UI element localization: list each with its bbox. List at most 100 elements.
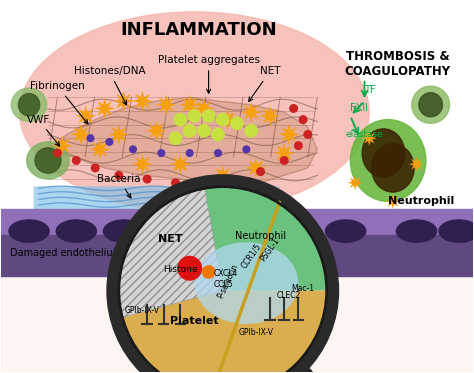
Text: Mac-1: Mac-1 (292, 283, 315, 292)
Circle shape (228, 175, 236, 183)
Polygon shape (246, 157, 266, 178)
Polygon shape (385, 194, 401, 209)
Polygon shape (109, 124, 129, 145)
Polygon shape (52, 135, 73, 156)
Circle shape (188, 110, 201, 122)
Text: CCR1/5: CCR1/5 (239, 242, 263, 270)
Circle shape (73, 157, 80, 164)
Text: PSGL-1: PSGL-1 (259, 236, 282, 263)
Polygon shape (347, 175, 363, 190)
Ellipse shape (372, 144, 414, 192)
Circle shape (200, 179, 208, 186)
Text: P-selectin: P-selectin (216, 263, 239, 300)
Circle shape (183, 125, 196, 137)
Circle shape (106, 139, 113, 145)
Ellipse shape (103, 220, 144, 242)
Ellipse shape (9, 220, 49, 242)
Circle shape (299, 116, 307, 123)
Ellipse shape (35, 148, 61, 173)
Ellipse shape (412, 86, 449, 123)
Ellipse shape (326, 220, 365, 242)
Circle shape (294, 142, 302, 150)
Polygon shape (71, 124, 91, 145)
Polygon shape (409, 157, 424, 172)
Ellipse shape (439, 220, 474, 242)
Ellipse shape (255, 220, 295, 242)
Circle shape (243, 146, 250, 153)
Circle shape (143, 175, 151, 183)
Text: Histone: Histone (163, 265, 198, 274)
Bar (0, 272, 473, 372)
Text: Platelet: Platelet (170, 316, 219, 326)
Circle shape (202, 110, 215, 122)
Text: INFLAMMATION: INFLAMMATION (121, 21, 277, 40)
Text: Fibrinogen: Fibrinogen (30, 81, 88, 124)
Circle shape (281, 157, 288, 164)
Circle shape (87, 135, 94, 141)
Polygon shape (274, 142, 294, 163)
Circle shape (107, 175, 338, 373)
Polygon shape (217, 109, 238, 130)
Circle shape (174, 113, 186, 126)
Circle shape (115, 172, 123, 179)
Circle shape (217, 113, 229, 126)
Polygon shape (48, 97, 317, 186)
Ellipse shape (56, 220, 96, 242)
Bar (0, 209, 473, 238)
Ellipse shape (189, 220, 228, 242)
Circle shape (290, 105, 297, 112)
Text: elastase: elastase (346, 130, 383, 139)
Circle shape (158, 150, 164, 156)
Text: Histones/DNA: Histones/DNA (73, 66, 145, 105)
Wedge shape (205, 186, 327, 291)
Circle shape (245, 125, 257, 137)
Ellipse shape (362, 129, 405, 177)
Text: Platelet aggregates: Platelet aggregates (157, 55, 260, 93)
Circle shape (212, 128, 224, 141)
Polygon shape (362, 131, 377, 146)
Polygon shape (212, 165, 233, 186)
Text: CLEC2: CLEC2 (277, 291, 301, 300)
Text: NET: NET (158, 234, 183, 244)
Circle shape (91, 164, 99, 172)
Text: CXCL4
CCL5: CXCL4 CCL5 (213, 269, 237, 289)
Polygon shape (279, 124, 299, 145)
Text: NET: NET (249, 66, 280, 101)
Circle shape (119, 186, 327, 373)
Polygon shape (75, 106, 96, 126)
Circle shape (257, 168, 264, 175)
Text: THROMBOSIS &
COAGULOPATHY: THROMBOSIS & COAGULOPATHY (345, 50, 451, 78)
Circle shape (202, 266, 215, 278)
Text: TF: TF (365, 85, 376, 95)
Ellipse shape (350, 120, 426, 201)
Ellipse shape (11, 88, 47, 122)
Bar (0, 235, 473, 276)
Polygon shape (170, 154, 191, 175)
Text: Damaged endothelium: Damaged endothelium (10, 248, 122, 258)
Polygon shape (94, 98, 115, 119)
Circle shape (54, 149, 61, 157)
Text: GPIb-IX-V: GPIb-IX-V (238, 328, 273, 337)
Text: FXII: FXII (350, 103, 368, 113)
Ellipse shape (396, 220, 437, 242)
Polygon shape (132, 91, 153, 112)
FancyBboxPatch shape (34, 186, 280, 209)
Circle shape (178, 257, 201, 280)
Polygon shape (146, 120, 167, 141)
Circle shape (231, 117, 243, 129)
Circle shape (304, 131, 311, 138)
Ellipse shape (18, 94, 40, 116)
Text: GPIb-IX-V: GPIb-IX-V (125, 306, 160, 315)
Circle shape (169, 132, 182, 144)
Wedge shape (122, 291, 327, 373)
Polygon shape (260, 106, 281, 126)
Polygon shape (90, 139, 110, 160)
Text: Bacteria: Bacteria (97, 174, 141, 198)
Polygon shape (193, 98, 214, 119)
Circle shape (186, 150, 193, 156)
Circle shape (130, 146, 137, 153)
Ellipse shape (27, 142, 69, 179)
Ellipse shape (419, 93, 442, 117)
Polygon shape (179, 94, 200, 115)
Text: VWF: VWF (27, 115, 60, 146)
